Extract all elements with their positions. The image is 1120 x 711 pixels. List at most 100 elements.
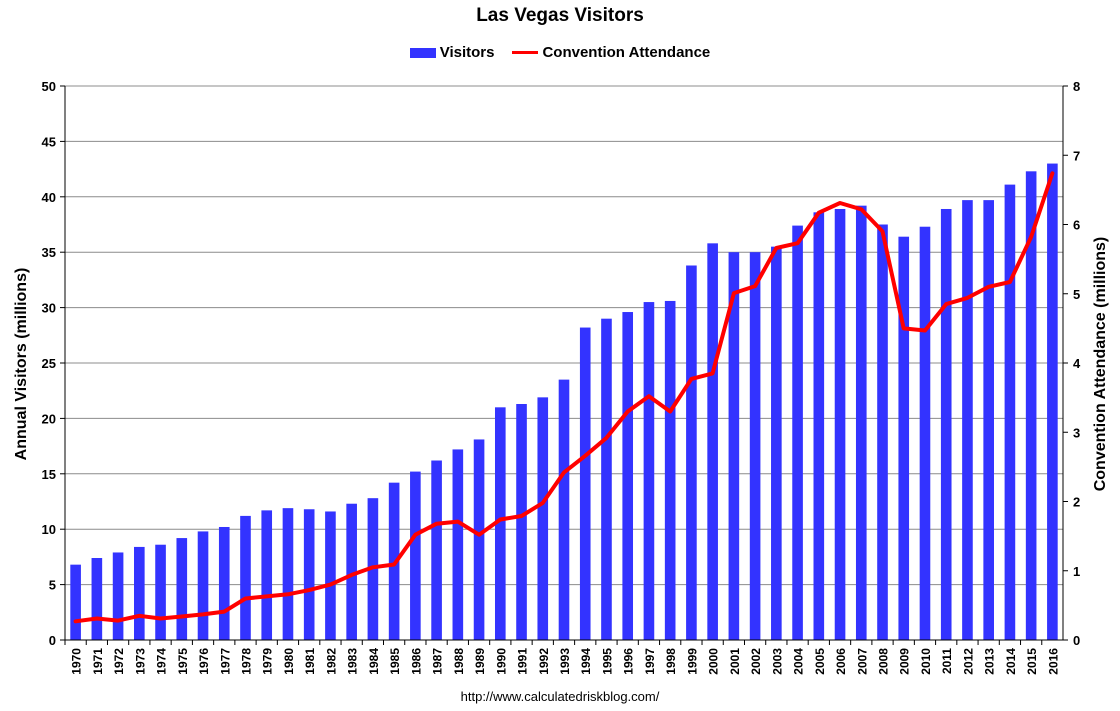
x-tick-label: 2005 xyxy=(813,648,827,675)
bar-visitors xyxy=(410,471,421,640)
bar-visitors xyxy=(494,407,506,640)
x-tick-label: 2000 xyxy=(707,648,721,675)
legend-item-visitors: Visitors xyxy=(409,44,495,61)
line-convention-attendance xyxy=(73,171,1055,624)
bar-visitors xyxy=(622,312,634,640)
x-tick-label: 2001 xyxy=(728,648,742,675)
y-tick-label-right: 6 xyxy=(1073,218,1080,233)
y-tick-label-right: 3 xyxy=(1073,425,1080,440)
y-tick-label-left: 25 xyxy=(42,356,56,371)
bar-visitors xyxy=(1004,184,1016,640)
y-tick-label-right: 5 xyxy=(1073,287,1080,302)
y-tick-label-left: 0 xyxy=(49,633,56,648)
x-tick-label: 2010 xyxy=(919,648,933,675)
x-tick-label: 1976 xyxy=(197,648,211,675)
bar-visitors xyxy=(664,300,676,640)
bar-visitors xyxy=(558,379,570,640)
bar-visitors xyxy=(1047,163,1058,640)
y-tick-label-left: 40 xyxy=(42,190,56,205)
bar-visitors xyxy=(940,208,952,640)
bar-visitors xyxy=(134,546,145,640)
x-tick-label: 1993 xyxy=(558,648,572,675)
bar-visitors xyxy=(983,200,994,640)
y-tick-label-right: 1 xyxy=(1073,564,1080,579)
x-tick-label: 1997 xyxy=(643,648,657,675)
x-tick-label: 1995 xyxy=(600,648,614,675)
x-tick-label: 1973 xyxy=(133,648,147,675)
x-tick-label: 1970 xyxy=(70,648,84,675)
x-tick-label: 1977 xyxy=(218,648,232,675)
x-tick-label: 1999 xyxy=(685,648,699,675)
bar-visitors xyxy=(728,252,740,640)
legend-swatch-convention xyxy=(512,51,539,54)
bar-visitors xyxy=(643,302,655,640)
bar-visitors xyxy=(325,511,336,640)
bar-visitors xyxy=(282,508,294,640)
x-tick-label: 2004 xyxy=(792,648,806,675)
x-tick-label: 1991 xyxy=(516,648,530,675)
bar-visitors xyxy=(516,403,527,640)
chart-legend: Visitors Convention Attendance xyxy=(0,44,1120,61)
x-tick-label: 1979 xyxy=(261,648,275,675)
y-tick-label-left: 50 xyxy=(42,79,56,94)
y-tick-label-right: 2 xyxy=(1073,495,1080,510)
bar-visitors xyxy=(813,212,825,640)
x-tick-label: 1990 xyxy=(494,648,508,675)
bar-visitors xyxy=(91,558,103,640)
y-tick-label-left: 45 xyxy=(42,134,56,149)
x-tick-label: 1989 xyxy=(473,648,487,675)
x-tick-label: 1985 xyxy=(388,648,402,675)
y-tick-label-left: 5 xyxy=(49,578,56,593)
x-tick-label: 2006 xyxy=(834,648,848,675)
y-tick-label-left: 20 xyxy=(42,411,56,426)
bar-visitors xyxy=(686,265,697,640)
x-tick-label: 1972 xyxy=(112,648,126,675)
x-tick-label: 2012 xyxy=(961,648,975,675)
x-tick-label: 2013 xyxy=(983,648,997,675)
bar-visitors xyxy=(70,564,81,640)
y-tick-label-right: 0 xyxy=(1073,633,1080,648)
bar-visitors xyxy=(792,225,803,640)
bar-visitors xyxy=(197,531,209,640)
source-url: http://www.calculatedriskblog.com/ xyxy=(460,689,660,704)
legend-swatch-visitors xyxy=(409,47,436,58)
bar-visitors xyxy=(707,243,718,640)
y-tick-label-right: 4 xyxy=(1073,356,1081,371)
x-tick-label: 2011 xyxy=(940,648,954,674)
x-tick-label: 1984 xyxy=(367,648,381,675)
bar-visitors xyxy=(155,544,166,640)
bar-visitors xyxy=(919,226,931,640)
x-tick-label: 1983 xyxy=(346,648,360,675)
y-tick-label-left: 15 xyxy=(42,467,56,482)
x-tick-label: 1982 xyxy=(324,648,338,675)
bar-visitors xyxy=(261,510,273,640)
legend-label-visitors: Visitors xyxy=(439,44,495,61)
x-tick-label: 1986 xyxy=(409,648,423,675)
bar-visitors xyxy=(473,439,485,640)
bar-visitors xyxy=(537,397,549,640)
y-tick-label-left: 35 xyxy=(42,245,56,260)
bar-visitors xyxy=(877,224,888,640)
x-tick-label: 2016 xyxy=(1046,648,1060,675)
x-tick-label: 2002 xyxy=(749,648,763,675)
x-tick-label: 2009 xyxy=(898,648,912,675)
bar-visitors xyxy=(898,236,910,641)
x-tick-label: 1971 xyxy=(91,648,105,675)
x-tick-label: 2007 xyxy=(855,648,869,675)
bar-visitors xyxy=(176,538,188,640)
x-tick-label: 1981 xyxy=(303,648,317,675)
bar-visitors xyxy=(346,503,357,640)
x-tick-label: 1996 xyxy=(622,648,636,675)
x-tick-label: 2014 xyxy=(1004,648,1018,675)
y-tick-label-left: 30 xyxy=(42,301,56,316)
x-tick-label: 1992 xyxy=(537,648,551,675)
x-tick-label: 1998 xyxy=(664,648,678,675)
bar-visitors xyxy=(218,526,230,640)
bar-visitors xyxy=(601,318,612,640)
bar-visitors xyxy=(1025,171,1037,641)
x-tick-label: 1975 xyxy=(176,648,190,675)
x-tick-label: 1988 xyxy=(452,648,466,675)
legend-label-convention: Convention Attendance xyxy=(542,44,711,61)
bar-visitors xyxy=(112,552,124,640)
